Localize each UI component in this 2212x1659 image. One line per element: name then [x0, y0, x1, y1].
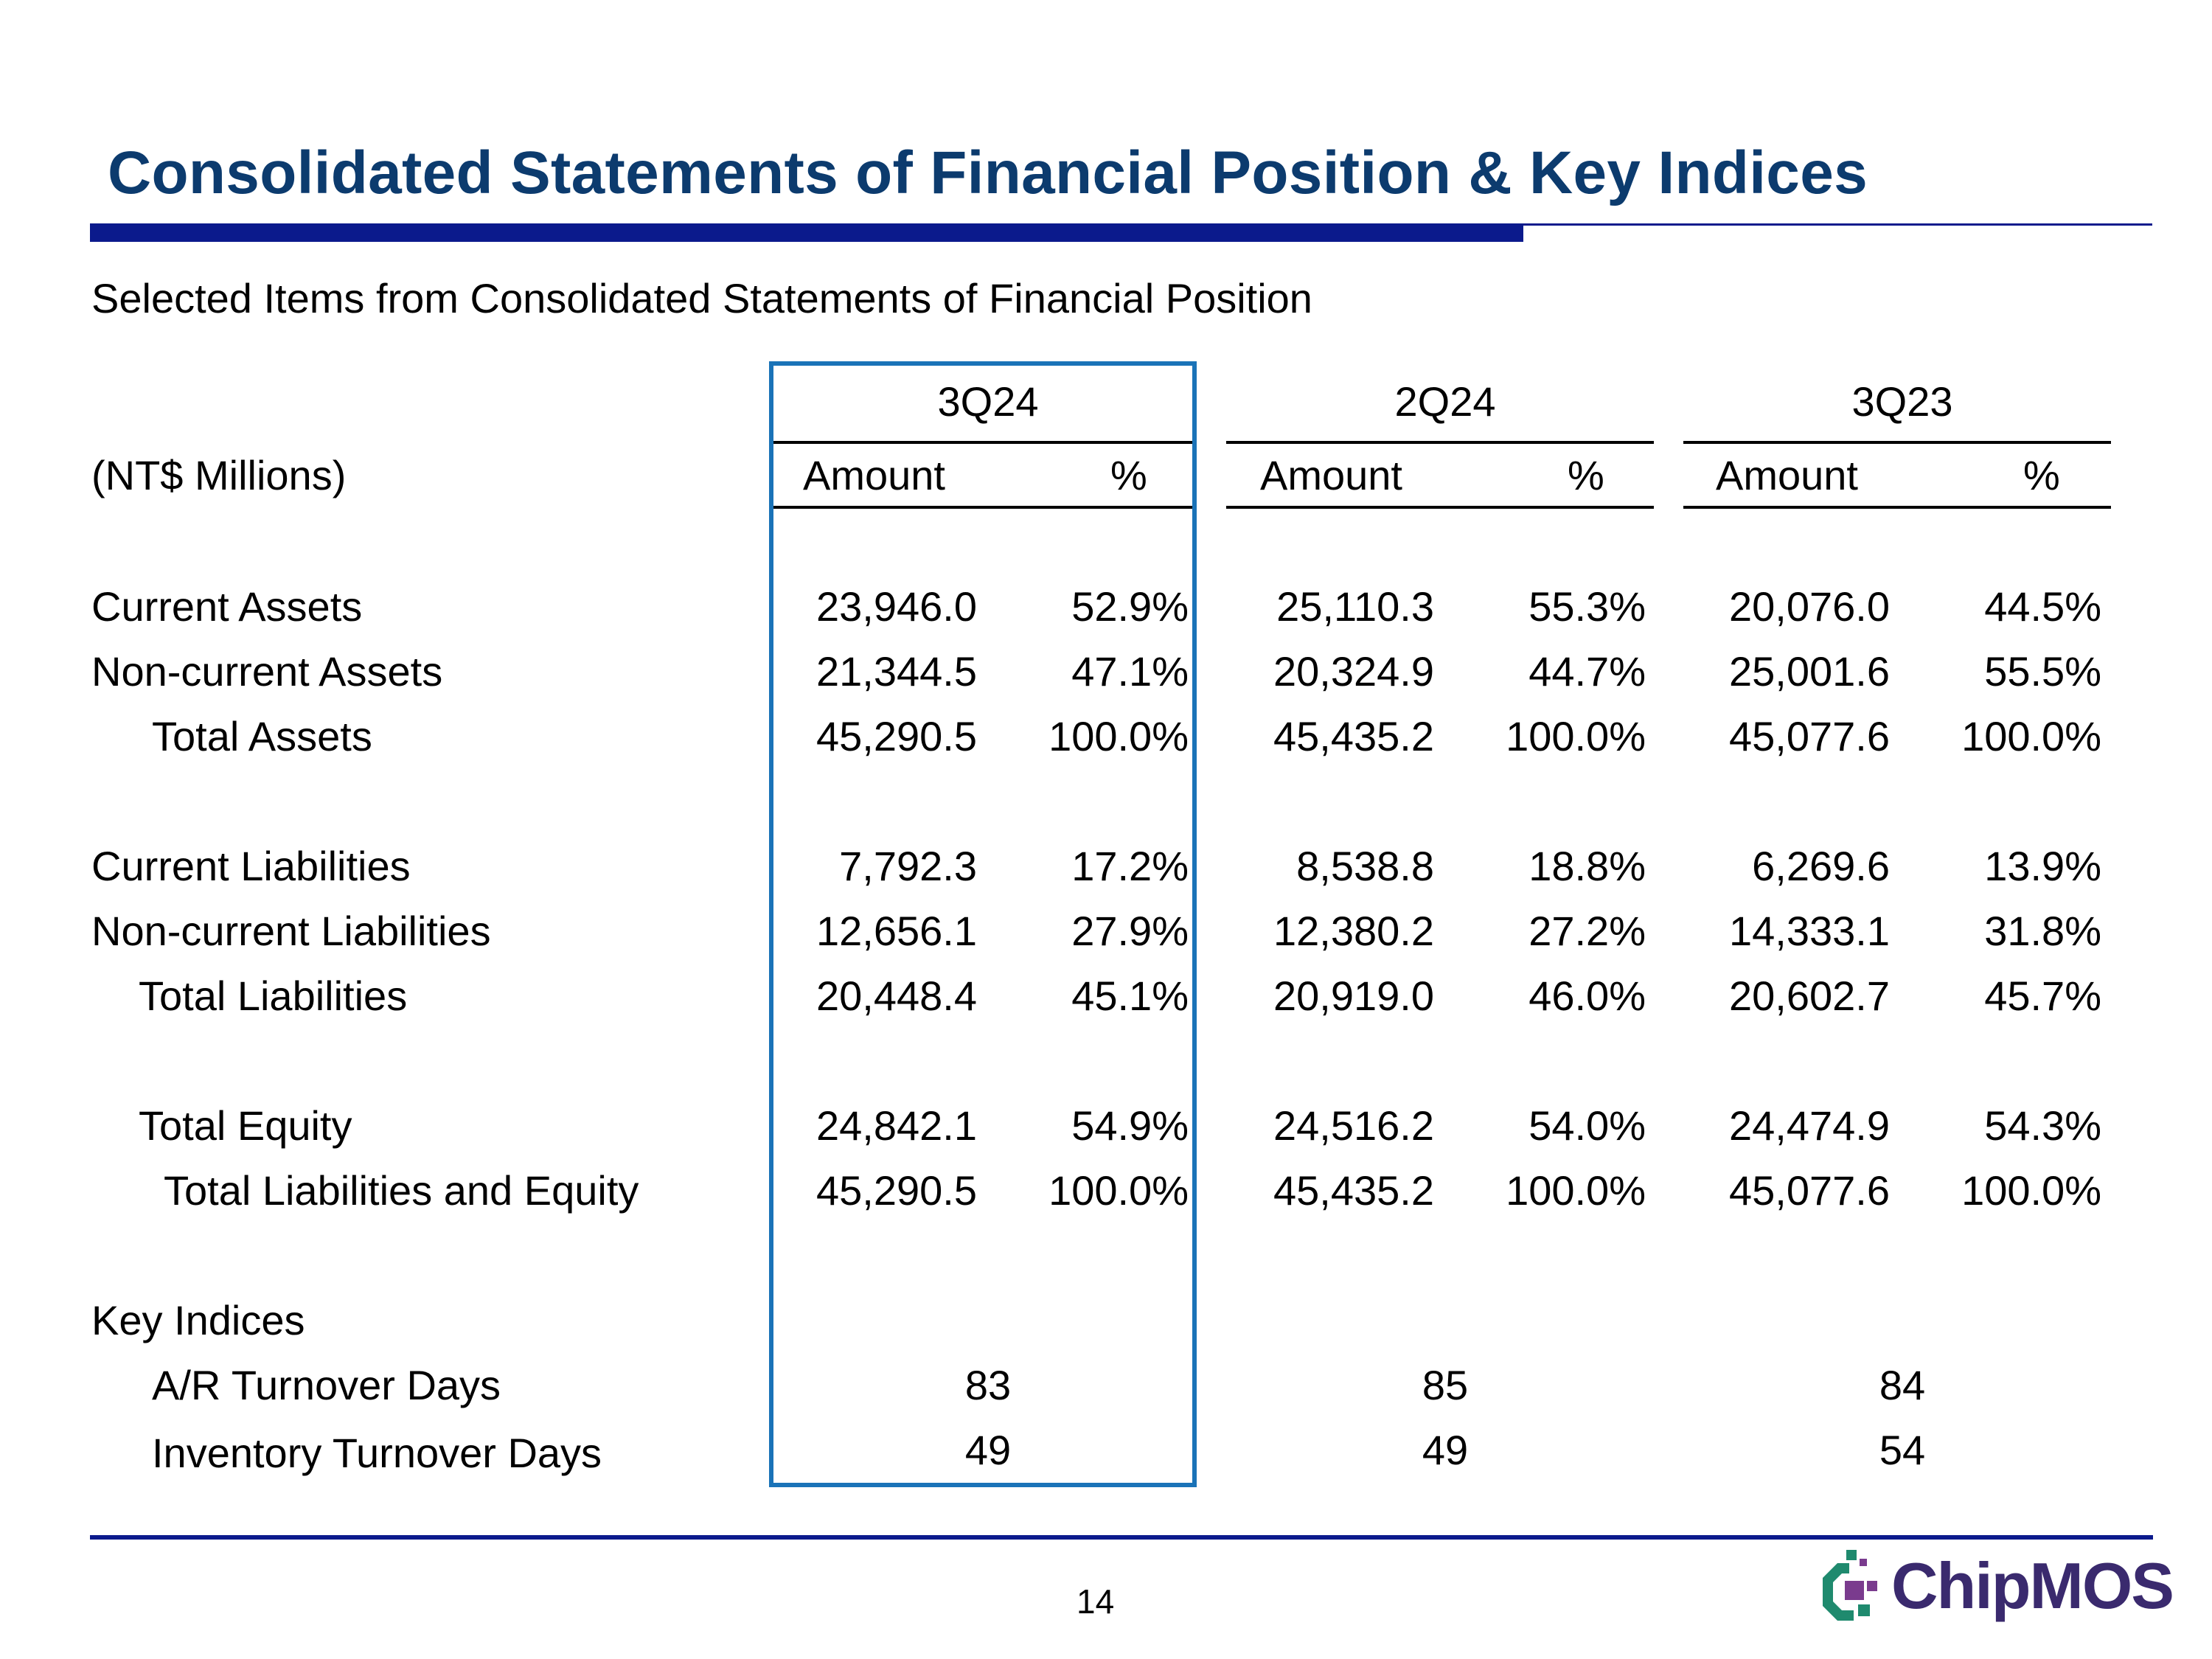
percent-header: % [1110, 452, 1147, 498]
percent-cell: 100.0% [1048, 713, 1189, 759]
period-rule-bottom [1683, 506, 2111, 509]
row-label-current-assets: Current Assets [91, 583, 363, 630]
index-value-cell: 49 [964, 1427, 1012, 1473]
percent-cell: 27.2% [1528, 908, 1646, 954]
chipmos-logo-icon [1823, 1550, 1877, 1621]
percent-cell: 100.0% [1506, 713, 1646, 759]
percent-cell: 17.2% [1071, 843, 1189, 889]
amount-cell: 24,516.2 [1273, 1102, 1434, 1149]
percent-cell: 45.7% [1984, 973, 2101, 1019]
amount-cell: 6,269.6 [1752, 843, 1890, 889]
row-label-current-liabilities: Current Liabilities [91, 843, 411, 889]
period-rule-top [773, 441, 1192, 444]
percent-cell: 54.3% [1984, 1102, 2101, 1149]
index-value-cell: 84 [1879, 1362, 1926, 1408]
row-label-inventory-turnover-days: Inventory Turnover Days [152, 1430, 602, 1476]
period-label-3q23: 3Q23 [1851, 378, 1953, 425]
percent-header: % [2023, 452, 2060, 498]
percent-cell: 52.9% [1071, 583, 1189, 630]
percent-cell: 47.1% [1071, 648, 1189, 695]
percent-cell: 45.1% [1071, 973, 1189, 1019]
key-indices-heading: Key Indices [91, 1297, 305, 1343]
amount-cell: 45,077.6 [1729, 713, 1890, 759]
percent-cell: 55.3% [1528, 583, 1646, 630]
amount-cell: 20,919.0 [1273, 973, 1434, 1019]
amount-cell: 45,077.6 [1729, 1167, 1890, 1214]
index-value-cell: 54 [1879, 1427, 1926, 1473]
amount-cell: 20,602.7 [1729, 973, 1890, 1019]
period-rule-bottom [773, 506, 1192, 509]
row-label-total-liabilities: Total Liabilities [139, 973, 408, 1019]
period-rule-top [1683, 441, 2111, 444]
percent-cell: 100.0% [1506, 1167, 1646, 1214]
amount-header: Amount [1716, 452, 1858, 498]
amount-cell: 45,290.5 [816, 713, 977, 759]
highlight-box-3q24 [769, 361, 1197, 1487]
percent-cell: 46.0% [1528, 973, 1646, 1019]
index-value-cell: 49 [1422, 1427, 1469, 1473]
section-subtitle: Selected Items from Consolidated Stateme… [91, 275, 1312, 321]
amount-cell: 20,448.4 [816, 973, 977, 1019]
row-label-non-current-liabilities: Non-current Liabilities [91, 908, 491, 954]
percent-cell: 55.5% [1984, 648, 2101, 695]
index-value-cell: 85 [1422, 1362, 1469, 1408]
percent-cell: 100.0% [1961, 1167, 2101, 1214]
amount-cell: 20,324.9 [1273, 648, 1434, 695]
percent-cell: 13.9% [1984, 843, 2101, 889]
amount-header: Amount [1260, 452, 1402, 498]
period-rule-bottom [1226, 506, 1654, 509]
amount-cell: 25,110.3 [1276, 583, 1434, 630]
amount-cell: 8,538.8 [1296, 843, 1434, 889]
percent-cell: 100.0% [1048, 1167, 1189, 1214]
title-underline-thin [1523, 223, 2152, 226]
amount-cell: 12,380.2 [1273, 908, 1434, 954]
percent-cell: 27.9% [1071, 908, 1189, 954]
percent-cell: 18.8% [1528, 843, 1646, 889]
row-label-total-liabilities-and-equity: Total Liabilities and Equity [164, 1167, 639, 1214]
title-underline-thick [90, 223, 1523, 242]
chipmos-logo-text: ChipMOS [1891, 1549, 2174, 1622]
amount-cell: 12,656.1 [816, 908, 977, 954]
units-label: (NT$ Millions) [91, 452, 347, 498]
percent-cell: 31.8% [1984, 908, 2101, 954]
amount-cell: 23,946.0 [816, 583, 977, 630]
percent-cell: 54.0% [1528, 1102, 1646, 1149]
amount-cell: 45,435.2 [1273, 1167, 1434, 1214]
amount-cell: 21,344.5 [816, 648, 977, 695]
percent-cell: 100.0% [1961, 713, 2101, 759]
amount-cell: 24,474.9 [1729, 1102, 1890, 1149]
amount-cell: 7,792.3 [839, 843, 977, 889]
percent-cell: 44.7% [1528, 648, 1646, 695]
amount-cell: 45,435.2 [1273, 713, 1434, 759]
row-label-total-assets: Total Assets [152, 713, 372, 759]
percent-header: % [1568, 452, 1604, 498]
period-rule-top [1226, 441, 1654, 444]
amount-cell: 20,076.0 [1729, 583, 1890, 630]
percent-cell: 54.9% [1071, 1102, 1189, 1149]
percent-cell: 44.5% [1984, 583, 2101, 630]
footer-rule [90, 1535, 2153, 1540]
period-label-3q24: 3Q24 [937, 378, 1039, 425]
row-label-total-equity: Total Equity [139, 1102, 352, 1149]
row-label-non-current-assets: Non-current Assets [91, 648, 443, 695]
row-label-ar-turnover-days: A/R Turnover Days [152, 1362, 501, 1408]
amount-cell: 24,842.1 [816, 1102, 977, 1149]
amount-header: Amount [803, 452, 945, 498]
amount-cell: 45,290.5 [816, 1167, 977, 1214]
amount-cell: 14,333.1 [1729, 908, 1890, 954]
period-label-2q24: 2Q24 [1394, 378, 1496, 425]
index-value-cell: 83 [964, 1362, 1012, 1408]
amount-cell: 25,001.6 [1729, 648, 1890, 695]
page-number: 14 [1077, 1582, 1115, 1621]
page-title: Consolidated Statements of Financial Pos… [108, 139, 1868, 206]
